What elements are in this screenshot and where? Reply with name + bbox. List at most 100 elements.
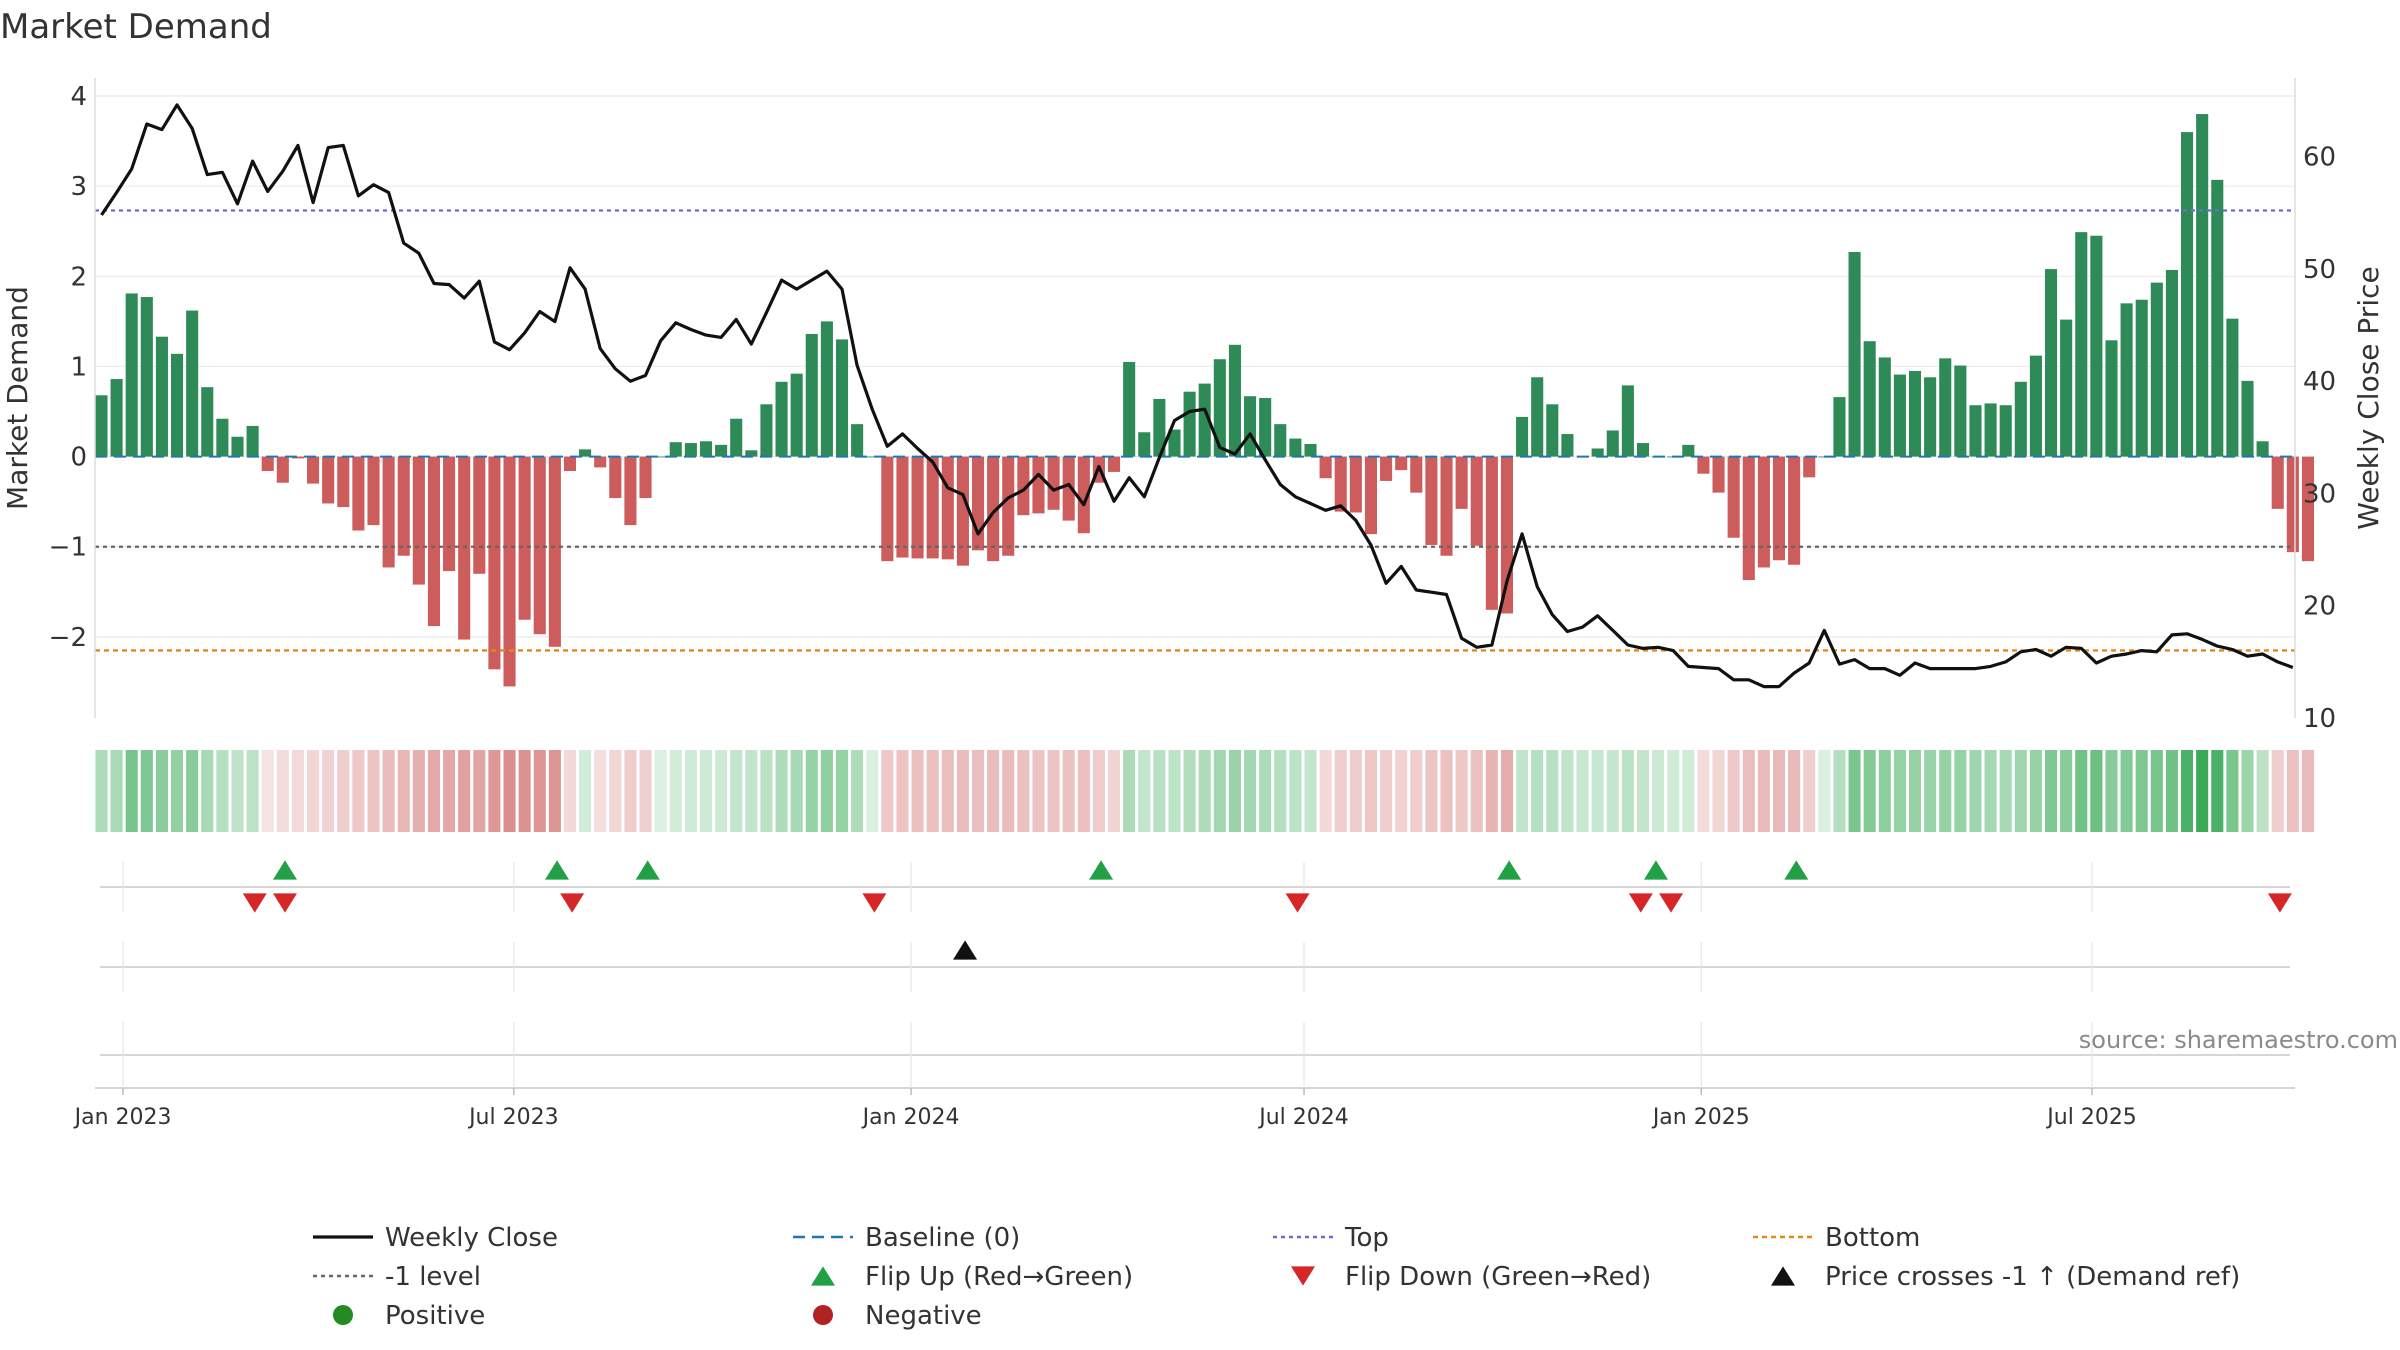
heat-cell	[956, 750, 969, 832]
demand-bar	[2301, 456, 2314, 562]
demand-bar	[1198, 383, 1211, 457]
heat-cell	[1984, 750, 1997, 832]
demand-bar	[594, 456, 607, 468]
demand-bar	[1047, 456, 1060, 510]
heat-cell	[95, 750, 108, 832]
legend-label-close: Weekly Close	[385, 1223, 558, 1253]
flip-down-marker	[1659, 893, 1684, 913]
demand-bar	[2256, 441, 2269, 457]
demand-bar	[307, 456, 320, 484]
heat-cell	[2014, 750, 2027, 832]
legend-label-cross: Price crosses -1 ↑ (Demand ref)	[1825, 1262, 2240, 1292]
demand-bar	[1636, 443, 1650, 457]
flip-down-marker	[2267, 893, 2292, 913]
heat-cell	[881, 750, 894, 832]
demand-bar	[1924, 377, 1937, 457]
demand-bar	[1712, 456, 1725, 493]
demand-bar	[654, 456, 667, 458]
demand-bar	[1138, 432, 1151, 457]
flip-up-marker	[1497, 860, 1522, 880]
heat-cell	[1863, 750, 1876, 832]
demand-bar	[291, 456, 304, 459]
heat-cell	[110, 750, 123, 832]
heat-cell	[1652, 750, 1665, 832]
demand-bar	[1531, 377, 1544, 457]
heat-cell	[2135, 750, 2148, 832]
heat-cell	[1969, 750, 1982, 832]
heat-cell	[1425, 750, 1438, 832]
demand-bar	[1561, 434, 1574, 457]
heat-cell	[1092, 750, 1105, 832]
demand-bar	[503, 456, 516, 687]
demand-bar	[533, 456, 546, 635]
demand-bar	[397, 456, 410, 556]
heat-cell	[1667, 750, 1680, 832]
demand-bar	[1017, 456, 1030, 516]
heat-cell	[941, 750, 954, 832]
demand-bar	[956, 456, 969, 566]
heat-cell	[1757, 750, 1770, 832]
demand-bar	[140, 297, 153, 457]
heat-cell	[684, 750, 697, 832]
heat-cell	[503, 750, 516, 832]
demand-bar	[1440, 456, 1453, 556]
legend: Weekly Close Baseline (0) Top Bottom -1 leve…	[313, 1223, 2240, 1331]
demand-bar	[155, 336, 168, 457]
heat-cell	[2060, 750, 2073, 832]
demand-bar	[382, 456, 395, 568]
legend-label-baseline: Baseline (0)	[865, 1223, 1020, 1253]
demand-bar	[1228, 344, 1241, 457]
heat-cell	[1032, 750, 1045, 832]
demand-bar	[1002, 456, 1015, 556]
heat-cell	[760, 750, 773, 832]
heat-cell	[2029, 750, 2042, 832]
demand-bar	[1380, 456, 1393, 481]
demand-bar	[412, 456, 425, 585]
heat-cell	[170, 750, 184, 832]
y-tick-label-left: 2	[70, 262, 87, 292]
demand-bar	[2211, 179, 2224, 457]
heat-cell	[2211, 750, 2224, 832]
demand-bar	[1107, 456, 1121, 472]
heat-cell	[1440, 750, 1453, 832]
demand-bar	[170, 353, 184, 457]
heat-cell	[1107, 750, 1121, 832]
demand-bar	[790, 373, 803, 457]
heat-cell	[1682, 750, 1695, 832]
y-tick-label-right: 30	[2303, 479, 2336, 509]
flip-up-marker	[1784, 860, 1809, 880]
demand-bar	[941, 456, 954, 560]
heat-cell	[1500, 750, 1514, 832]
flip-down-marker	[560, 893, 585, 913]
heat-cell	[851, 750, 864, 832]
heat-cell	[125, 750, 138, 832]
demand-bar	[337, 456, 350, 508]
demand-bar	[1863, 341, 1876, 457]
demand-bar	[1062, 456, 1075, 521]
demand-bar	[110, 379, 123, 457]
demand-bar	[1244, 396, 1257, 457]
heat-cell	[1395, 750, 1408, 832]
flip-down-marker	[1285, 893, 1310, 913]
heat-cell	[2105, 750, 2118, 832]
demand-bar	[2226, 318, 2239, 457]
demand-bar	[1697, 456, 1710, 474]
flip-up-marker	[545, 860, 570, 880]
heat-cell	[1636, 750, 1650, 832]
demand-bar	[2241, 380, 2254, 457]
demand-bar	[427, 456, 441, 627]
demand-bar	[1410, 456, 1423, 493]
y-tick-label-right: 20	[2303, 592, 2336, 622]
demand-bar	[1893, 374, 1906, 457]
demand-bar	[1848, 251, 1861, 457]
demand-bar	[458, 456, 471, 640]
heat-cell	[518, 750, 531, 832]
heat-cell	[246, 750, 259, 832]
heat-cell	[1772, 750, 1786, 832]
heat-cell	[1062, 750, 1075, 832]
demand-bar	[2105, 340, 2118, 457]
flip-down-marker	[1628, 893, 1653, 913]
demand-bar	[1969, 405, 1982, 457]
legend-label-flip-down: Flip Down (Green→Red)	[1345, 1262, 1651, 1292]
heat-cell	[1153, 750, 1166, 832]
